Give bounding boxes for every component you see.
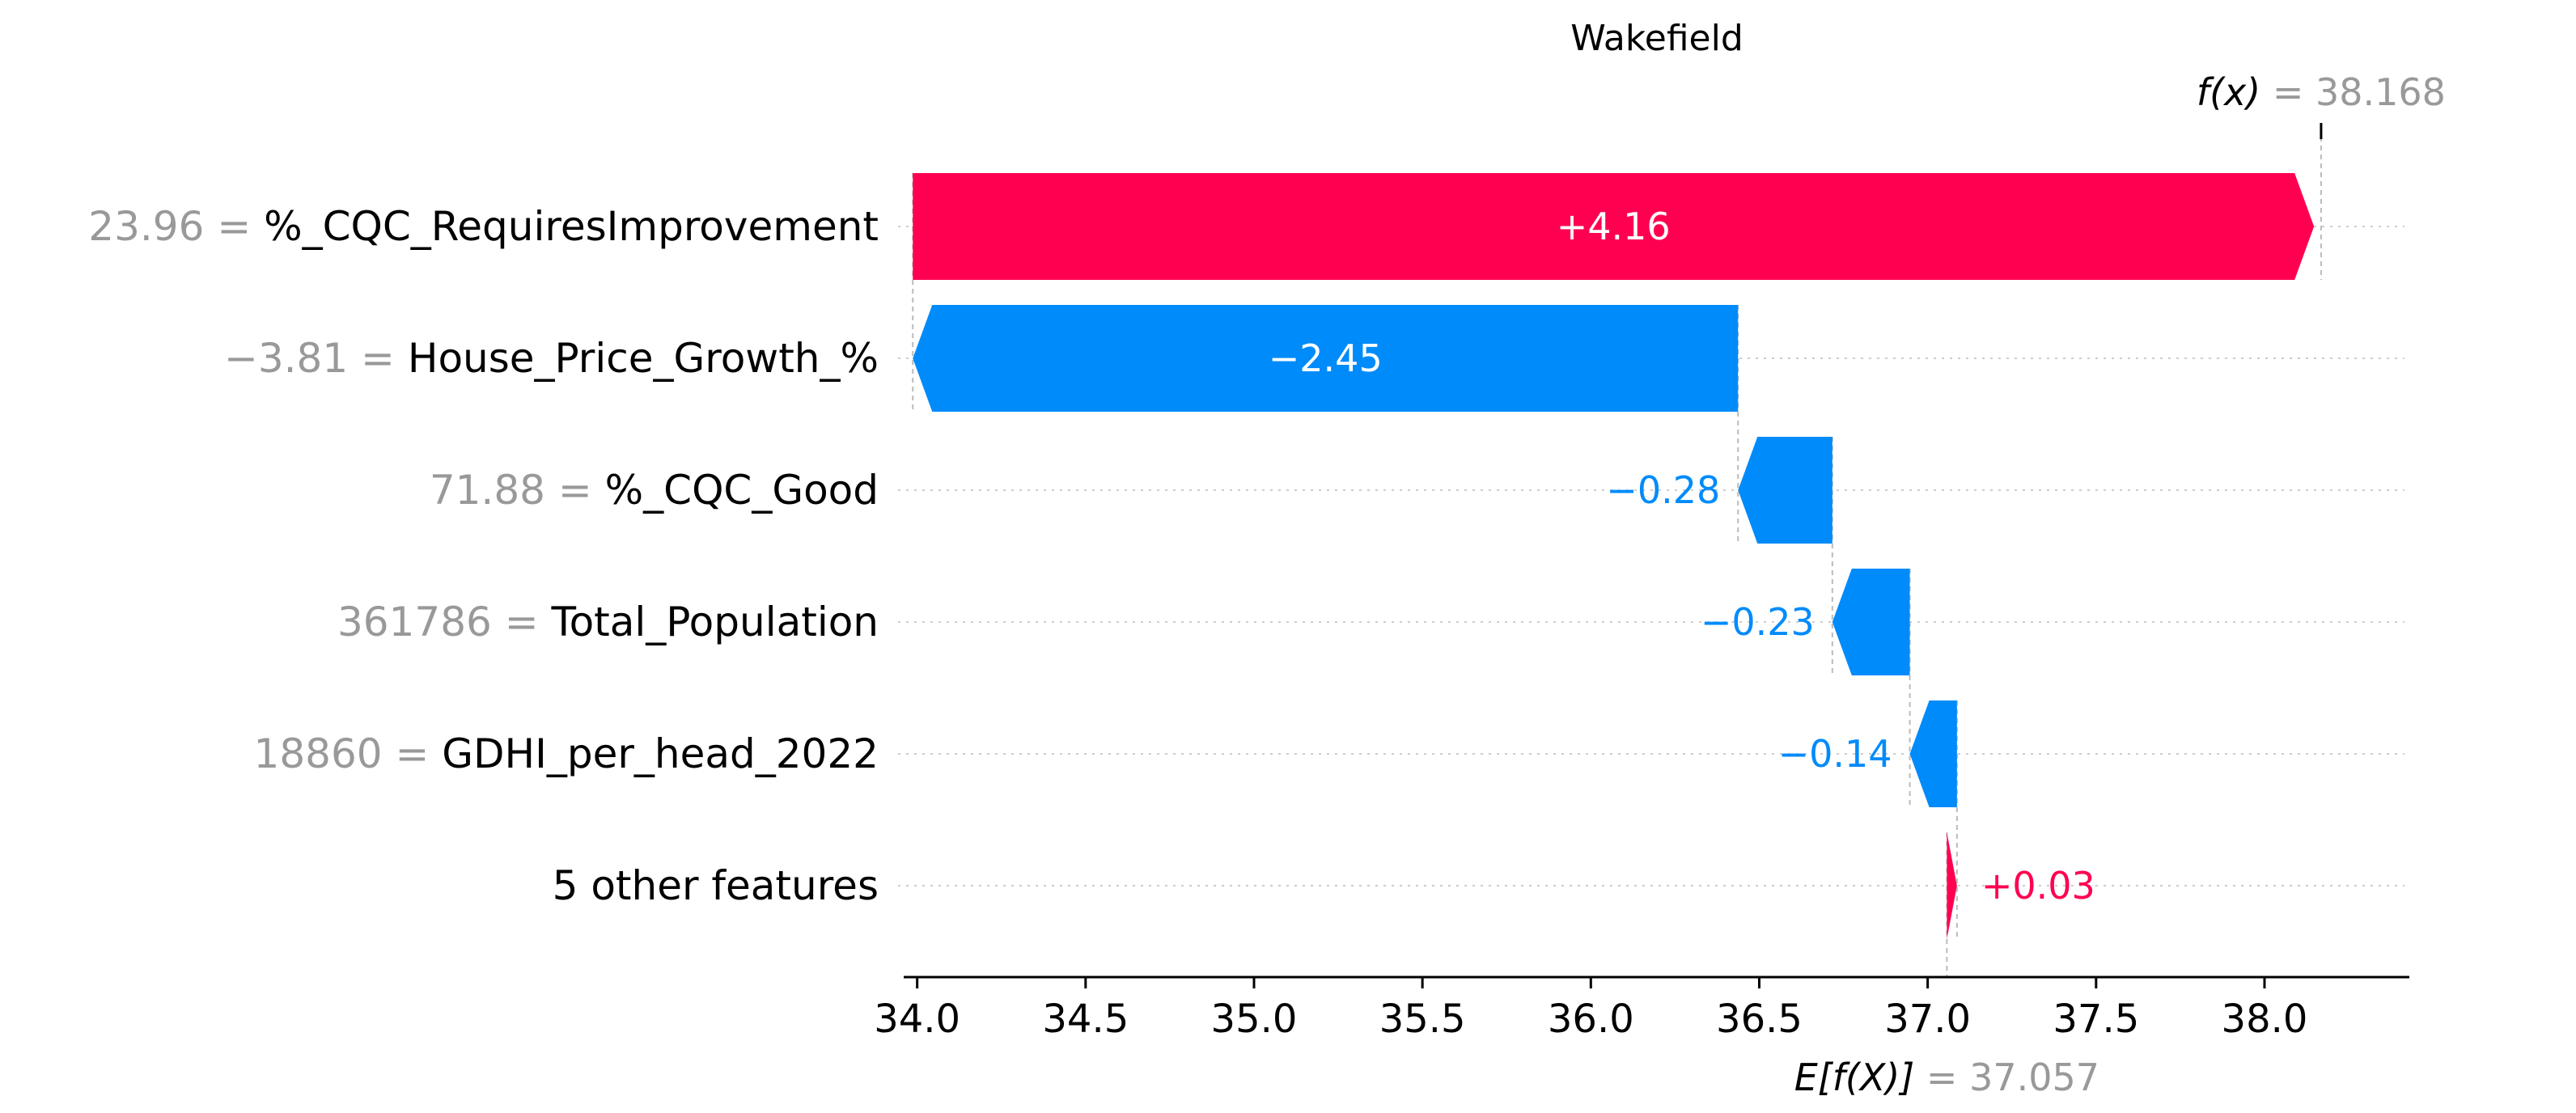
base-value-label: E[f(X)] = 37.057 xyxy=(1794,1056,2099,1099)
feature-label-5: 18860 = GDHI_per_head_2022 xyxy=(254,730,879,777)
feature-bar-5 xyxy=(1909,700,1957,807)
feature-name: 5 other features xyxy=(553,862,879,909)
x-tick-label: 37.5 xyxy=(2053,997,2139,1042)
output-value-label: f(x) = 38.168 xyxy=(2197,70,2446,114)
label-layer: +4.16 23.96 = %_CQC_RequiresImprovement −2… xyxy=(88,203,2095,909)
chart-title: Wakefield xyxy=(1570,18,1743,59)
feature-label-2: −3.81 = House_Price_Growth_% xyxy=(224,335,879,382)
x-tick-label: 35.0 xyxy=(1211,997,1298,1042)
base-label: E[f(X)] xyxy=(1794,1056,1926,1099)
feature-label-6: 5 other features xyxy=(553,862,879,909)
feature-label-4: 361786 = Total_Population xyxy=(337,599,879,645)
feature-bar-1 xyxy=(913,173,2315,280)
contribution-label-2: −2.45 xyxy=(1269,336,1383,380)
feature-value: −3.81 = xyxy=(224,335,408,382)
x-tick-label: 35.5 xyxy=(1379,997,1466,1042)
contribution-label-4: −0.23 xyxy=(1701,600,1815,644)
output-label: f(x) xyxy=(2197,70,2273,114)
x-tick-label: 36.5 xyxy=(1716,997,1803,1042)
feature-name: Total_Population xyxy=(551,599,879,645)
output-value: = 38.168 xyxy=(2273,70,2446,114)
contribution-label-5: −0.14 xyxy=(1778,732,1892,776)
feature-name: %_CQC_RequiresImprovement xyxy=(264,203,879,250)
feature-value: 18860 = xyxy=(254,730,443,777)
x-tick-label: 36.0 xyxy=(1548,997,1634,1042)
feature-bar-2 xyxy=(913,305,1739,412)
feature-bar-3 xyxy=(1738,437,1832,544)
axis-layer: 34.0 34.5 35.0 35.5 36.0 36.5 37.0 37.5 38.0 f(x)… xyxy=(874,70,2446,1099)
x-tick-label: 34.0 xyxy=(874,997,960,1042)
bar-layer xyxy=(913,173,2315,939)
feature-value: 23.96 = xyxy=(88,203,264,250)
feature-name: GDHI_per_head_2022 xyxy=(442,730,879,777)
feature-label-1: 23.96 = %_CQC_RequiresImprovement xyxy=(88,203,879,250)
feature-name: House_Price_Growth_% xyxy=(408,335,879,382)
feature-value: 71.88 = xyxy=(430,467,605,514)
x-tick-label: 34.5 xyxy=(1042,997,1129,1042)
feature-bar-6 xyxy=(1947,832,1957,939)
contribution-label-1: +4.16 xyxy=(1557,205,1671,248)
feature-value: 361786 = xyxy=(337,599,552,645)
contribution-label-3: −0.28 xyxy=(1606,468,1720,512)
x-tick-label: 37.0 xyxy=(1884,997,1971,1042)
base-value: = 37.057 xyxy=(1926,1056,2099,1099)
x-tick-label: 38.0 xyxy=(2222,997,2308,1042)
contribution-label-6: +0.03 xyxy=(1981,864,2095,908)
feature-name: %_CQC_Good xyxy=(605,467,879,514)
feature-bar-4 xyxy=(1832,569,1910,675)
feature-label-3: 71.88 = %_CQC_Good xyxy=(430,467,879,514)
